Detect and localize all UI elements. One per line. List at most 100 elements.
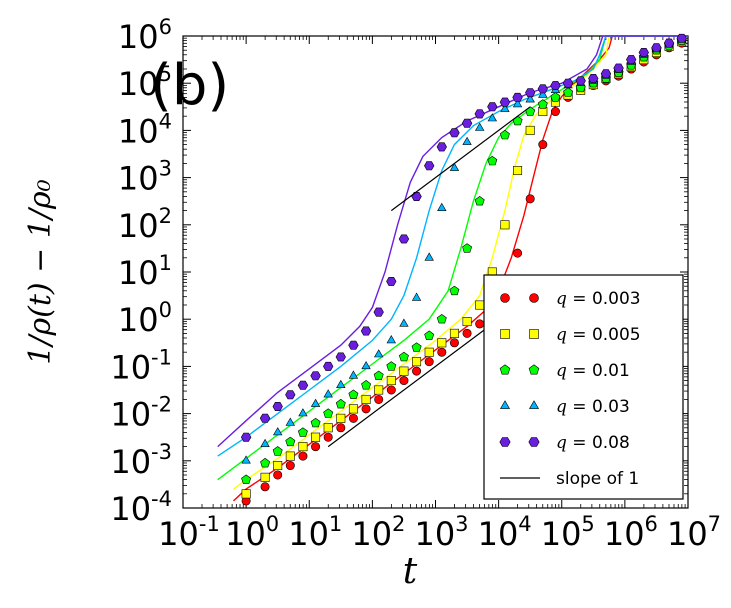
y-tick-label: 105 — [118, 62, 172, 103]
y-tick-label: 101 — [118, 251, 172, 292]
legend-box — [483, 274, 684, 500]
data-point — [437, 347, 447, 357]
data-point — [412, 366, 422, 376]
data-point — [285, 451, 295, 461]
legend-marker — [528, 437, 540, 447]
data-point — [285, 436, 296, 447]
data-point — [411, 342, 422, 352]
data-point — [588, 74, 599, 83]
data-point — [310, 417, 321, 428]
legend-marker — [499, 437, 511, 447]
legend-label: slope of 1 — [556, 469, 639, 489]
data-point — [475, 319, 485, 329]
y-axis-title: 1/ρ(t) − 1/ρ₀ — [23, 179, 58, 364]
data-point — [537, 99, 548, 109]
data-point — [399, 376, 409, 386]
data-point — [512, 98, 523, 108]
data-point — [348, 389, 359, 399]
curve-q-0-08 — [217, 35, 688, 448]
data-point — [386, 361, 397, 371]
data-point — [538, 89, 548, 98]
data-point — [412, 357, 422, 367]
data-point — [374, 394, 384, 404]
data-point — [361, 394, 371, 404]
data-point — [424, 330, 435, 340]
y-tick-label: 10-3 — [110, 440, 172, 481]
data-point — [499, 97, 511, 107]
x-tick-label: 101 — [288, 512, 342, 553]
data-point — [285, 417, 296, 426]
curve-q-0-01 — [217, 35, 688, 481]
data-point — [462, 243, 473, 253]
data-point — [297, 427, 308, 437]
data-point — [386, 385, 396, 395]
y-tick-label: 10-1 — [110, 345, 172, 386]
legend-marker — [528, 400, 540, 409]
data-point — [449, 338, 459, 348]
data-point — [487, 102, 498, 112]
data-point — [272, 427, 283, 436]
data-point — [373, 307, 384, 317]
data-point — [449, 328, 459, 338]
legend-marker — [499, 364, 511, 375]
data-point — [336, 379, 346, 389]
legend-marker — [529, 293, 539, 303]
data-point — [651, 43, 662, 53]
axis-ticks — [182, 35, 689, 509]
data-point — [600, 69, 612, 79]
data-point — [462, 317, 472, 327]
data-point — [474, 122, 485, 131]
data-point — [525, 125, 535, 135]
data-point — [663, 38, 675, 48]
model-curves — [217, 35, 688, 502]
data-point — [613, 63, 624, 73]
legend-marker — [499, 400, 511, 409]
x-tick-label: 104 — [478, 512, 532, 553]
data-point — [562, 78, 574, 88]
data-markers — [240, 33, 687, 506]
data-point — [537, 84, 548, 94]
x-tick-label: 102 — [351, 512, 405, 553]
legend-marker — [528, 364, 540, 375]
data-point — [310, 371, 321, 381]
data-point — [335, 398, 346, 409]
curve-q-0-03 — [217, 35, 688, 457]
data-point — [348, 404, 358, 414]
data-point — [398, 234, 410, 244]
data-point — [311, 442, 321, 452]
data-point — [386, 276, 397, 286]
data-point — [311, 432, 321, 442]
data-point — [550, 81, 561, 90]
data-point — [474, 109, 485, 119]
data-point — [512, 115, 523, 126]
data-point — [348, 340, 359, 350]
data-point — [386, 376, 396, 386]
data-point — [272, 446, 283, 456]
data-point — [323, 361, 334, 371]
legend-label: q = 0.03 — [556, 397, 630, 417]
slope-line — [327, 328, 487, 448]
data-point — [424, 357, 434, 367]
data-point — [260, 457, 271, 468]
x-tick-label: 100 — [225, 512, 279, 553]
data-point — [436, 142, 447, 152]
data-point — [638, 47, 649, 58]
data-point — [500, 103, 510, 112]
data-point — [241, 455, 251, 464]
data-point — [373, 349, 384, 358]
x-tick-label: 10-1 — [158, 512, 220, 553]
data-point — [336, 423, 346, 433]
data-point — [348, 413, 358, 423]
y-tick-label: 106 — [118, 15, 172, 56]
data-point — [461, 118, 473, 128]
panel-label: (b) — [150, 53, 229, 118]
data-point — [499, 129, 510, 140]
data-point — [260, 482, 270, 492]
data-point — [487, 113, 498, 122]
data-point — [462, 136, 472, 145]
data-point — [449, 162, 460, 171]
data-point — [273, 461, 283, 471]
data-point — [298, 451, 308, 461]
y-tick-label: 10-4 — [110, 487, 172, 528]
data-point — [424, 347, 434, 357]
